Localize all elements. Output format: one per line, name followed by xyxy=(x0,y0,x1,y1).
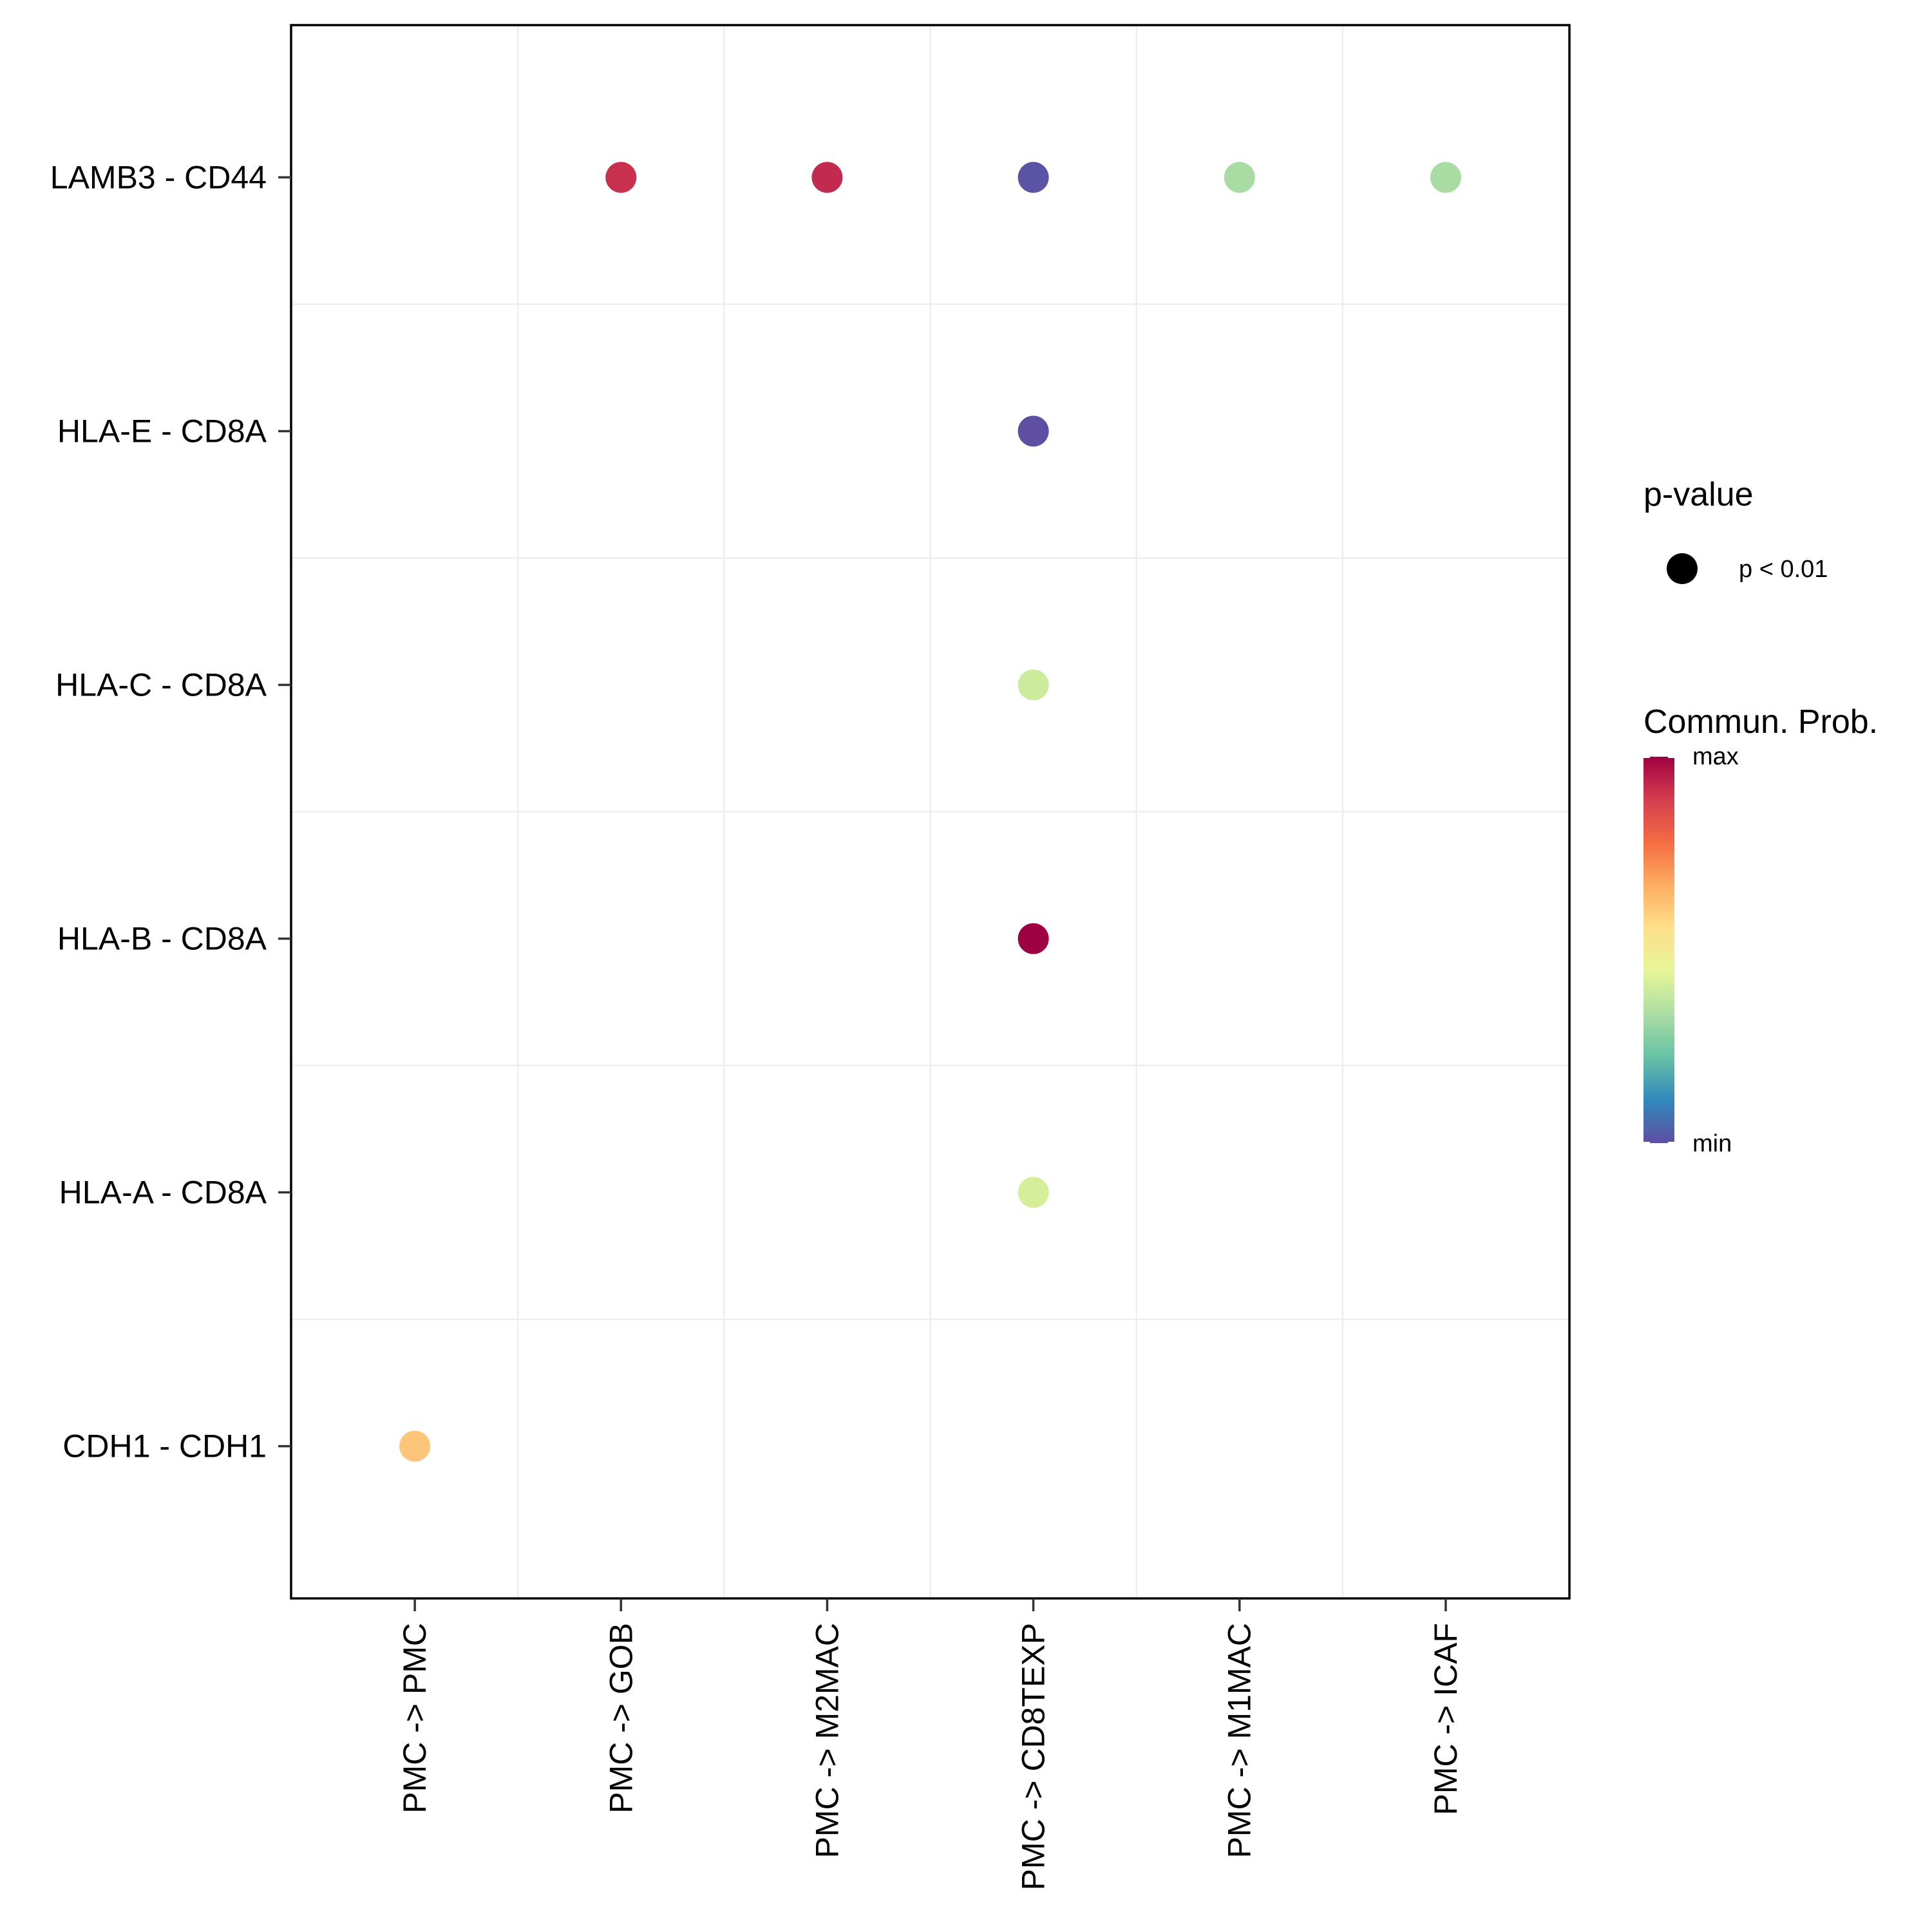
data-point xyxy=(399,1430,431,1462)
pvalue-legend-dot xyxy=(1667,553,1698,584)
y-axis: CDH1 - CDH1 HLA-A - CD8A HLA-B - CD8A HLA-C… xyxy=(50,159,291,1464)
data-point xyxy=(1018,415,1049,447)
gridlines xyxy=(291,25,1569,1598)
x-tick-label: PMC -> ICAF xyxy=(1428,1623,1464,1815)
data-point xyxy=(1018,923,1049,954)
data-points xyxy=(399,162,1461,1462)
data-point xyxy=(605,162,637,193)
x-tick-label: PMC -> GOB xyxy=(603,1623,639,1814)
pvalue-legend-label: p < 0.01 xyxy=(1739,556,1828,583)
colorbar-max-label: max xyxy=(1692,743,1739,770)
x-tick-label: PMC -> M2MAC xyxy=(809,1623,845,1858)
plot-panel-border xyxy=(290,24,1571,1600)
data-point xyxy=(811,162,843,193)
y-tick-label: HLA-B - CD8A xyxy=(57,921,267,957)
y-tick-label: HLA-A - CD8A xyxy=(59,1175,267,1211)
x-tick-label: PMC -> CD8TEXP xyxy=(1016,1623,1052,1890)
data-point xyxy=(1224,162,1255,193)
legend: p-value p < 0.01 Commun. Prob. max min xyxy=(1643,476,1878,1157)
colorbar xyxy=(1643,757,1674,1143)
y-tick-label: HLA-C - CD8A xyxy=(55,667,267,703)
data-point xyxy=(1018,669,1049,701)
y-tick-label: HLA-E - CD8A xyxy=(57,413,267,449)
x-tick-label: PMC -> M1MAC xyxy=(1222,1623,1258,1858)
y-tick-label: LAMB3 - CD44 xyxy=(50,159,267,195)
colorbar-min-label: min xyxy=(1692,1130,1732,1157)
data-point xyxy=(1018,1177,1049,1208)
data-point xyxy=(1018,162,1049,193)
pvalue-legend-title: p-value xyxy=(1643,476,1754,513)
x-tick-label: PMC -> PMC xyxy=(397,1623,433,1814)
colorbar-legend-title: Commun. Prob. xyxy=(1643,703,1878,741)
data-point xyxy=(1430,162,1461,193)
y-tick-label: CDH1 - CDH1 xyxy=(62,1428,267,1464)
x-axis: PMC -> PMC PMC -> GOB PMC -> M2MAC PMC -> C… xyxy=(397,1598,1464,1890)
